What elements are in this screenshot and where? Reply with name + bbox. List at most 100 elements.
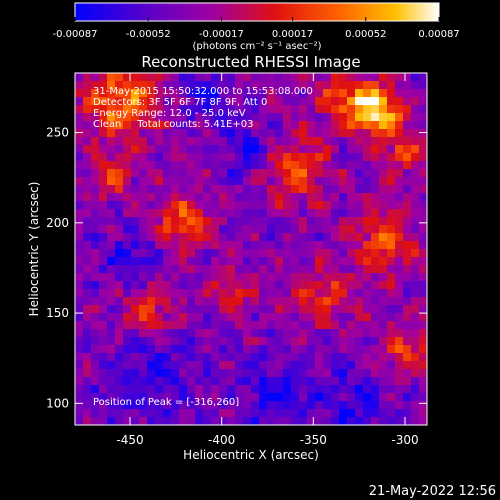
heatmap-cell bbox=[307, 201, 316, 210]
heatmap-cell bbox=[131, 145, 140, 154]
heatmap-cell bbox=[403, 185, 412, 194]
heatmap-cell bbox=[283, 217, 292, 226]
heatmap-cell bbox=[147, 401, 156, 410]
heatmap-cell bbox=[147, 193, 156, 202]
heatmap-cell bbox=[251, 201, 260, 210]
heatmap-cell bbox=[91, 401, 100, 410]
heatmap-cell bbox=[363, 225, 372, 234]
heatmap-cell bbox=[219, 249, 228, 258]
heatmap-cell bbox=[275, 369, 284, 378]
heatmap-cell bbox=[355, 281, 364, 290]
heatmap-cell bbox=[267, 305, 276, 314]
heatmap-cell bbox=[363, 217, 372, 226]
heatmap-cell bbox=[411, 129, 420, 138]
heatmap-cell bbox=[371, 241, 380, 250]
heatmap-cell bbox=[171, 225, 180, 234]
heatmap-cell bbox=[99, 321, 108, 330]
heatmap-cell bbox=[403, 297, 412, 306]
heatmap-cell bbox=[227, 249, 236, 258]
heatmap-cell bbox=[379, 97, 388, 106]
heatmap-cell bbox=[355, 337, 364, 346]
heatmap-cell bbox=[155, 273, 164, 282]
heatmap-cell bbox=[243, 329, 252, 338]
heatmap-cell bbox=[91, 185, 100, 194]
heatmap-cell bbox=[379, 81, 388, 90]
heatmap-cell bbox=[123, 113, 132, 122]
heatmap-cell bbox=[187, 313, 196, 322]
heatmap-cell bbox=[123, 73, 132, 82]
heatmap-cell bbox=[203, 337, 212, 346]
heatmap-cell bbox=[283, 401, 292, 410]
heatmap-cell bbox=[235, 225, 244, 234]
heatmap-cell bbox=[155, 329, 164, 338]
heatmap-cell bbox=[235, 89, 244, 98]
heatmap-cell bbox=[115, 217, 124, 226]
heatmap-cell bbox=[299, 369, 308, 378]
heatmap-cell bbox=[139, 201, 148, 210]
detectors-annotation: Detectors: 3F 5F 6F 7F 8F 9F, Att 0 bbox=[93, 97, 268, 108]
heatmap-cell bbox=[179, 97, 188, 106]
heatmap-cell bbox=[315, 177, 324, 186]
heatmap-cell bbox=[211, 97, 220, 106]
heatmap-cell bbox=[115, 105, 124, 114]
heatmap-cell bbox=[267, 313, 276, 322]
heatmap-cell bbox=[355, 345, 364, 354]
heatmap-cell bbox=[363, 145, 372, 154]
heatmap-cell bbox=[419, 105, 427, 114]
heatmap-cell bbox=[259, 393, 268, 402]
heatmap-cell bbox=[131, 137, 140, 146]
heatmap-cell bbox=[75, 377, 84, 386]
heatmap-cell bbox=[403, 241, 412, 250]
heatmap-cell bbox=[379, 201, 388, 210]
heatmap-cell bbox=[147, 201, 156, 210]
heatmap-cell bbox=[227, 265, 236, 274]
heatmap-cell bbox=[299, 313, 308, 322]
heatmap-cell bbox=[323, 361, 332, 370]
heatmap-cell bbox=[235, 145, 244, 154]
heatmap-cell bbox=[251, 385, 260, 394]
heatmap-cell bbox=[259, 137, 268, 146]
heatmap-cell bbox=[147, 249, 156, 258]
heatmap-cell bbox=[179, 81, 188, 90]
heatmap-cell bbox=[147, 209, 156, 218]
heatmap-cell bbox=[115, 97, 124, 106]
heatmap-cell bbox=[195, 385, 204, 394]
heatmap-cell bbox=[91, 241, 100, 250]
heatmap-cell bbox=[155, 105, 164, 114]
heatmap-cell bbox=[147, 273, 156, 282]
heatmap-cell bbox=[403, 289, 412, 298]
heatmap-cell bbox=[115, 177, 124, 186]
heatmap-cell bbox=[83, 393, 92, 402]
heatmap-cell bbox=[267, 377, 276, 386]
heatmap-cell bbox=[107, 145, 116, 154]
heatmap-cell bbox=[203, 145, 212, 154]
heatmap-cell bbox=[155, 137, 164, 146]
heatmap-cell bbox=[115, 145, 124, 154]
heatmap-cell bbox=[411, 305, 420, 314]
heatmap-cell bbox=[355, 209, 364, 218]
heatmap-cell bbox=[235, 289, 244, 298]
heatmap-cell bbox=[211, 241, 220, 250]
heatmap-cell bbox=[91, 377, 100, 386]
heatmap-cell bbox=[259, 265, 268, 274]
heatmap-cell bbox=[347, 273, 356, 282]
heatmap-cell bbox=[219, 89, 228, 98]
heatmap-cell bbox=[267, 201, 276, 210]
heatmap-cell bbox=[251, 377, 260, 386]
heatmap-cell bbox=[403, 81, 412, 90]
heatmap-cell bbox=[275, 209, 284, 218]
heatmap-cell bbox=[283, 73, 292, 82]
heatmap-cell bbox=[339, 97, 348, 106]
heatmap-cell bbox=[131, 97, 140, 106]
heatmap-cell bbox=[315, 305, 324, 314]
heatmap-cell bbox=[283, 249, 292, 258]
heatmap-cell bbox=[83, 145, 92, 154]
heatmap-cell bbox=[363, 353, 372, 362]
heatmap-cell bbox=[107, 81, 116, 90]
heatmap-cell bbox=[307, 289, 316, 298]
heatmap-cell bbox=[83, 297, 92, 306]
heatmap-cell bbox=[123, 361, 132, 370]
heatmap-cell bbox=[339, 113, 348, 122]
heatmap-cell bbox=[163, 353, 172, 362]
heatmap-cell bbox=[243, 153, 252, 162]
